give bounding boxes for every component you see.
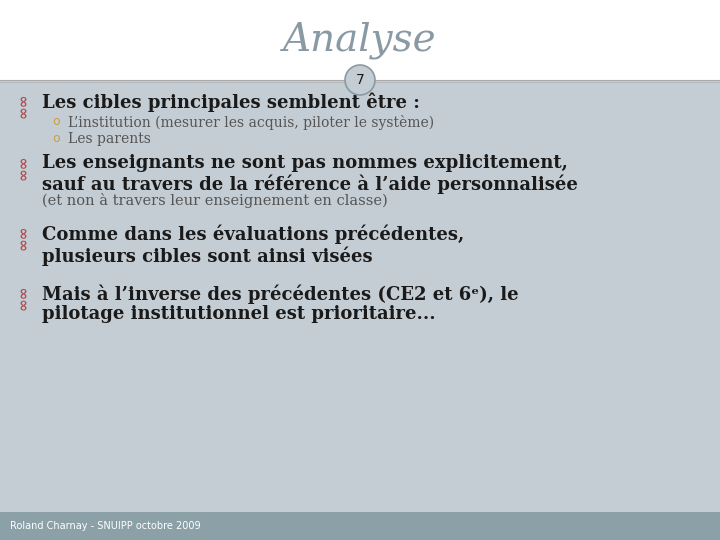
Text: Les enseignants ne sont pas nommes explicitement,: Les enseignants ne sont pas nommes expli… (42, 154, 568, 172)
Text: sauf au travers de la référence à l’aide personnalisée: sauf au travers de la référence à l’aide… (42, 174, 578, 193)
Text: (et non à travers leur enseignement en classe): (et non à travers leur enseignement en c… (42, 193, 388, 208)
Text: o: o (52, 132, 60, 145)
Text: Comme dans les évaluations précédentes,: Comme dans les évaluations précédentes, (42, 225, 464, 245)
Bar (0, 80, 720, 512)
Text: ∞∞: ∞∞ (15, 225, 30, 251)
Text: pilotage institutionnel est prioritaire...: pilotage institutionnel est prioritaire.… (42, 305, 436, 323)
Text: Les cibles principales semblent être :: Les cibles principales semblent être : (42, 92, 420, 111)
Circle shape (345, 65, 375, 95)
Text: 7: 7 (356, 73, 364, 87)
Text: Roland Charnay - SNUIPP octobre 2009: Roland Charnay - SNUIPP octobre 2009 (10, 521, 201, 531)
Text: Analyse: Analyse (283, 21, 437, 59)
Text: Mais à l’inverse des précédentes (CE2 et 6ᵉ), le: Mais à l’inverse des précédentes (CE2 et… (42, 284, 518, 303)
Text: plusieurs cibles sont ainsi visées: plusieurs cibles sont ainsi visées (42, 246, 373, 266)
Text: Les parents: Les parents (68, 132, 151, 146)
Text: ∞∞: ∞∞ (15, 154, 30, 179)
Text: L’institution (mesurer les acquis, piloter le système): L’institution (mesurer les acquis, pilot… (68, 115, 434, 130)
Bar (0, 0, 720, 80)
Text: ∞∞: ∞∞ (15, 284, 30, 309)
Text: ∞∞: ∞∞ (15, 92, 30, 118)
Bar (0, 512, 720, 540)
Text: o: o (52, 115, 60, 128)
